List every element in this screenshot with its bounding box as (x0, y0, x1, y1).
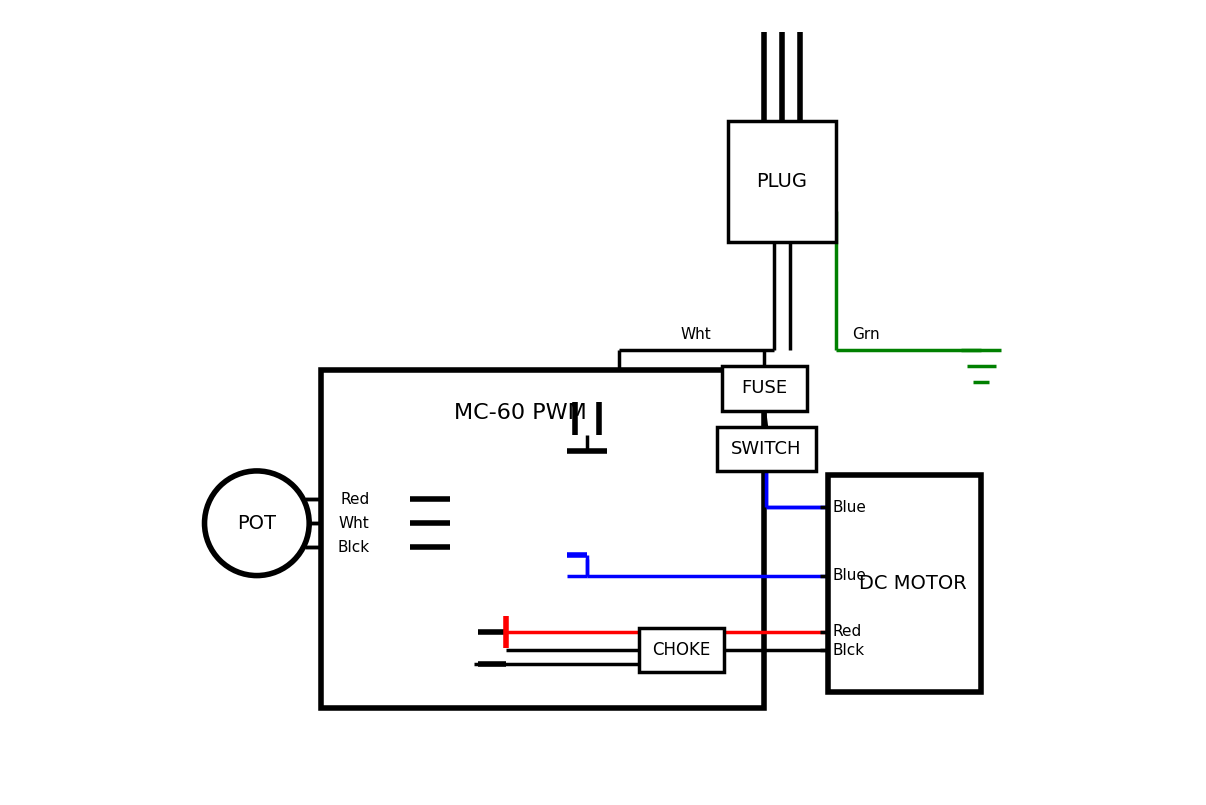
Bar (718, 427, 815, 471)
Bar (722, 366, 807, 411)
Bar (727, 121, 837, 242)
Text: Blck: Blck (338, 540, 369, 555)
Text: Blck: Blck (832, 642, 865, 658)
Text: FUSE: FUSE (742, 379, 788, 398)
Text: PLUG: PLUG (756, 171, 808, 191)
Text: Grn: Grn (853, 327, 880, 342)
Text: SWITCH: SWITCH (731, 440, 802, 458)
Bar (321, 370, 763, 708)
Text: Blue: Blue (832, 568, 866, 583)
Text: Red: Red (832, 625, 861, 639)
Text: Wht: Wht (339, 516, 369, 530)
Circle shape (205, 471, 309, 576)
Text: Red: Red (340, 492, 369, 506)
Text: CHOKE: CHOKE (652, 641, 710, 659)
Text: DC MOTOR: DC MOTOR (859, 574, 966, 593)
Bar (639, 628, 724, 672)
Text: Blue: Blue (832, 500, 866, 514)
Bar (829, 475, 982, 692)
Text: POT: POT (238, 514, 276, 533)
Text: MC-60 PWM: MC-60 PWM (455, 402, 587, 423)
Text: Wht: Wht (680, 327, 712, 342)
